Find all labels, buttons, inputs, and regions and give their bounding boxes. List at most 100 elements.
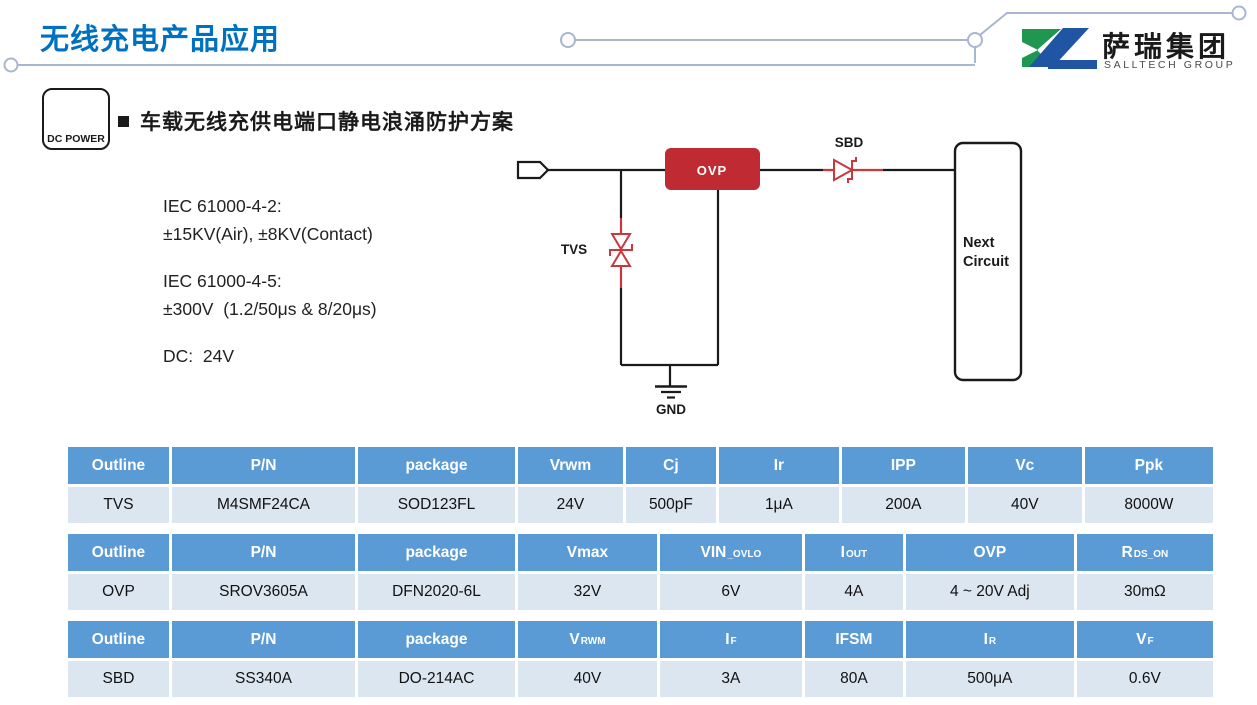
ovp-spec-table: Outline P/N package Vmax VIN _OVLO I OUT OVP R DS_… bbox=[68, 534, 1213, 610]
circuit-wires bbox=[548, 168, 955, 386]
logo-company-name-en: SALLTECH GROUP bbox=[1104, 59, 1236, 71]
header-cell: package bbox=[358, 621, 518, 661]
spec-line: IEC 61000-4-5: bbox=[163, 271, 282, 291]
data-cell: SOD123FL bbox=[358, 487, 518, 523]
data-cell: 40V bbox=[517, 661, 660, 697]
dc-power-label: DC POWER bbox=[47, 133, 105, 145]
header-cell: VIN _OVLO bbox=[659, 534, 805, 574]
header-cell: Outline bbox=[68, 534, 172, 574]
header-cell: OVP bbox=[905, 534, 1077, 574]
data-cell: 500μA bbox=[905, 661, 1077, 697]
data-cell: 8000W bbox=[1084, 487, 1213, 523]
logo-blue-diagonal bbox=[1029, 28, 1089, 67]
sbd-diode-icon bbox=[833, 157, 857, 183]
header-cell: Ir bbox=[718, 447, 842, 487]
logo-mark-icon bbox=[1022, 28, 1097, 69]
ovp-box bbox=[665, 148, 760, 190]
header-cell: Vc bbox=[967, 447, 1085, 487]
header-cell: Outline bbox=[68, 621, 172, 661]
decor-underline bbox=[17, 47, 976, 66]
header-row: Outline P/N package V RWM I F IFSM I R V F bbox=[68, 621, 1213, 661]
data-cell: DO-214AC bbox=[358, 661, 518, 697]
decor-circle-mid-right bbox=[967, 32, 983, 48]
tvs-spec-table: Outline P/N package Vrwm Cj Ir IPP Vc Ppk TVS M4SM… bbox=[68, 447, 1213, 523]
header-cell: Vmax bbox=[517, 534, 660, 574]
ground-icon bbox=[655, 385, 687, 399]
data-cell: 500pF bbox=[625, 487, 719, 523]
decor-circle-left bbox=[3, 57, 19, 73]
data-cell: 6V bbox=[659, 574, 805, 610]
circuit-diagram: OVP Next Circuit TVS SBD GND bbox=[516, 135, 1023, 417]
data-cell: SS340A bbox=[171, 661, 359, 697]
header-cell: Outline bbox=[68, 447, 172, 487]
header-cell: P/N bbox=[171, 534, 359, 574]
data-cell: 40V bbox=[967, 487, 1085, 523]
ovp-label: OVP bbox=[697, 163, 727, 178]
logo-blue-bar bbox=[1048, 60, 1097, 69]
section-heading-text: 车载无线充供电端口静电浪涌防护方案 bbox=[140, 111, 514, 134]
data-cell: 32V bbox=[517, 574, 660, 610]
data-cell: 200A bbox=[841, 487, 968, 523]
data-cell: DFN2020-6L bbox=[358, 574, 518, 610]
next-circuit-label-line2: Circuit bbox=[963, 254, 1009, 270]
header-cell: IFSM bbox=[804, 621, 906, 661]
spec-line: ±300V (1.2/50μs & 8/20μs) bbox=[163, 299, 377, 319]
logo-green-shape bbox=[1022, 29, 1061, 67]
decor-circle-top-right bbox=[1231, 5, 1247, 21]
header-cell: IPP bbox=[841, 447, 968, 487]
decor-diagonal bbox=[979, 12, 1232, 36]
header-row: Outline P/N package Vrwm Cj Ir IPP Vc Ppk bbox=[68, 447, 1213, 487]
header-cell: Vrwm bbox=[517, 447, 626, 487]
spec-line: ±15KV(Air), ±8KV(Contact) bbox=[163, 224, 373, 244]
spec-line: IEC 61000-4-2: bbox=[163, 196, 282, 216]
header-cell: package bbox=[358, 447, 518, 487]
next-circuit-box bbox=[953, 141, 1023, 382]
circuit-red-wires bbox=[619, 168, 883, 288]
dc-power-box: DC POWER bbox=[42, 88, 110, 150]
data-cell: M4SMF24CA bbox=[171, 487, 359, 523]
header-cell: Ppk bbox=[1084, 447, 1213, 487]
data-row: OVP SROV3605A DFN2020-6L 32V 6V 4A 4 ~ 20V Adj… bbox=[68, 574, 1213, 610]
data-cell: 4A bbox=[804, 574, 906, 610]
input-connector-icon bbox=[516, 160, 550, 180]
data-cell: 4 ~ 20V Adj bbox=[905, 574, 1077, 610]
sbd-spec-table: Outline P/N package V RWM I F IFSM I R V F SBD SS340A… bbox=[68, 621, 1213, 697]
next-circuit-label-line1: Next bbox=[963, 235, 995, 251]
header-cell: V RWM bbox=[517, 621, 660, 661]
data-row: SBD SS340A DO-214AC 40V 3A 80A 500μA 0.6V bbox=[68, 661, 1213, 697]
tvs-label: TVS bbox=[561, 242, 587, 257]
spec-text-block: IEC 61000-4-2: ±15KV(Air), ±8KV(Contact)… bbox=[163, 192, 377, 370]
data-cell: TVS bbox=[68, 487, 172, 523]
header-cell: package bbox=[358, 534, 518, 574]
data-row: TVS M4SMF24CA SOD123FL 24V 500pF 1μA 200A 40V 80… bbox=[68, 487, 1213, 523]
sbd-label: SBD bbox=[835, 135, 864, 150]
section-heading: 车载无线充供电端口静电浪涌防护方案 bbox=[118, 106, 514, 136]
decor-lines bbox=[3, 5, 1247, 73]
logo-company-name: 萨瑞集团 bbox=[1102, 31, 1231, 62]
header-cell: P/N bbox=[171, 447, 359, 487]
data-cell: OVP bbox=[68, 574, 172, 610]
data-cell: 1μA bbox=[718, 487, 842, 523]
data-cell: SROV3605A bbox=[171, 574, 359, 610]
header-cell: P/N bbox=[171, 621, 359, 661]
data-cell: 0.6V bbox=[1076, 661, 1213, 697]
decor-circle-mid-left bbox=[560, 32, 576, 48]
gnd-label: GND bbox=[656, 402, 686, 417]
spec-line: DC: 24V bbox=[163, 346, 234, 366]
data-cell: 80A bbox=[804, 661, 906, 697]
header-cell: Cj bbox=[625, 447, 719, 487]
data-cell: 30mΩ bbox=[1076, 574, 1213, 610]
data-cell: SBD bbox=[68, 661, 172, 697]
page-title: 无线充电产品应用 bbox=[40, 24, 281, 56]
data-cell: 24V bbox=[517, 487, 626, 523]
bullet-square-icon bbox=[118, 115, 129, 127]
header-cell: I OUT bbox=[804, 534, 906, 574]
header-cell: R DS_ON bbox=[1076, 534, 1213, 574]
data-cell: 3A bbox=[659, 661, 805, 697]
tvs-diode-icon bbox=[609, 233, 633, 267]
